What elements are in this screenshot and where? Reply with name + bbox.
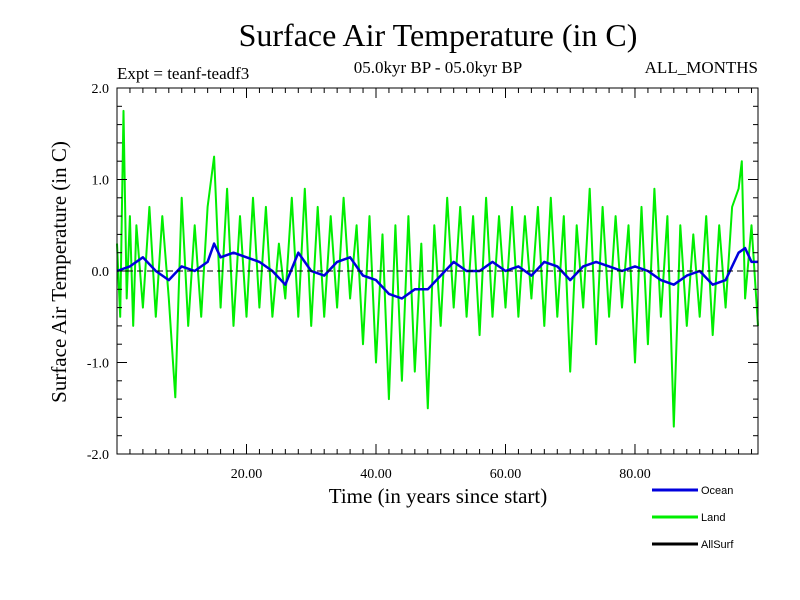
chart-subtitle-left: Expt = teanf-teadf3 xyxy=(117,64,249,83)
x-tick-label: 40.00 xyxy=(360,467,392,482)
y-tick-label: 0.0 xyxy=(92,265,110,280)
chart-title: Surface Air Temperature (in C) xyxy=(239,17,638,53)
x-tick-label: 20.00 xyxy=(231,467,263,482)
series-line-ocean xyxy=(116,242,758,300)
legend-label-land: Land xyxy=(701,512,725,524)
series-line-land xyxy=(116,109,759,428)
y-tick-label: 2.0 xyxy=(92,82,110,97)
y-tick-label: -1.0 xyxy=(87,357,109,372)
x-axis-label: Time (in years since start) xyxy=(329,484,548,508)
y-tick-label: -2.0 xyxy=(87,448,109,463)
axes-layer: -2.0 -1.0 0.0 1.0 2.0 20.00 40.00 60.00 80.00 xyxy=(87,82,759,482)
chart-subtitle-right: ALL_MONTHS xyxy=(645,58,758,77)
series-layer xyxy=(116,109,759,428)
x-tick-label: 60.00 xyxy=(490,467,522,482)
legend: Ocean Land AllSurf xyxy=(652,485,734,551)
y-axis-label: Surface Air Temperature (in C) xyxy=(47,141,71,403)
y-tick-label: 1.0 xyxy=(92,174,110,189)
chart-subtitle-center: 05.0kyr BP - 05.0kyr BP xyxy=(354,58,522,77)
legend-label-ocean: Ocean xyxy=(701,485,733,497)
x-tick-label: 80.00 xyxy=(619,467,651,482)
legend-label-allsurf: AllSurf xyxy=(701,539,734,551)
